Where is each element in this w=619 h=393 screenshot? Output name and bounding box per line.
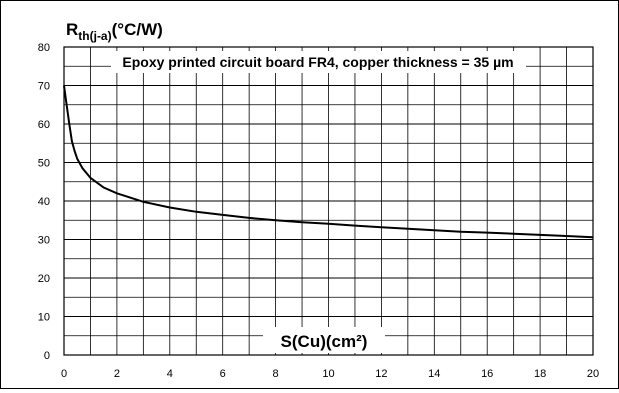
x-tick-label: 12 xyxy=(375,368,387,380)
x-axis-ticks: 0 2 4 6 8 10 12 14 16 18 20 xyxy=(61,368,599,380)
y-tick-label: 60 xyxy=(38,119,50,131)
y-tick-label: 50 xyxy=(38,158,50,170)
x-tick-label: 0 xyxy=(61,368,67,380)
xlabel-background xyxy=(263,327,385,353)
x-tick-label: 10 xyxy=(322,368,334,380)
plot-border xyxy=(63,46,594,356)
annotation-background xyxy=(111,51,526,73)
y-tick-label: 10 xyxy=(38,312,50,324)
x-tick-label: 6 xyxy=(220,368,226,380)
x-tick-label: 16 xyxy=(481,368,493,380)
x-axis-label: S(Cu)(cm²) xyxy=(281,332,368,351)
y-tick-label: 20 xyxy=(38,273,50,285)
y-tick-label: 40 xyxy=(38,196,50,208)
y-axis-label-unit: (°C/W) xyxy=(112,20,163,39)
y-axis-label-subscript: th(j-a) xyxy=(78,29,111,43)
y-axis-ticks: 0 10 20 30 40 50 60 70 80 xyxy=(38,42,50,362)
annotation-text: Epoxy printed circuit board FR4, copper … xyxy=(122,54,513,70)
x-tick-label: 14 xyxy=(428,368,440,380)
y-tick-label: 0 xyxy=(44,350,50,362)
x-tick-label: 8 xyxy=(273,368,279,380)
x-tick-label: 4 xyxy=(167,368,173,380)
y-axis-label: Rth(j-a)(°C/W) xyxy=(66,20,163,43)
y-tick-label: 70 xyxy=(38,81,50,93)
y-tick-label: 30 xyxy=(38,235,50,247)
y-axis-label-main: R xyxy=(66,20,78,39)
grid-major xyxy=(63,46,594,356)
x-tick-label: 2 xyxy=(114,368,120,380)
x-tick-label: 18 xyxy=(534,368,546,380)
ylabel-background xyxy=(63,15,193,43)
x-tick-label: 20 xyxy=(587,368,599,380)
y-tick-label: 80 xyxy=(38,42,50,54)
series-line xyxy=(63,85,594,239)
